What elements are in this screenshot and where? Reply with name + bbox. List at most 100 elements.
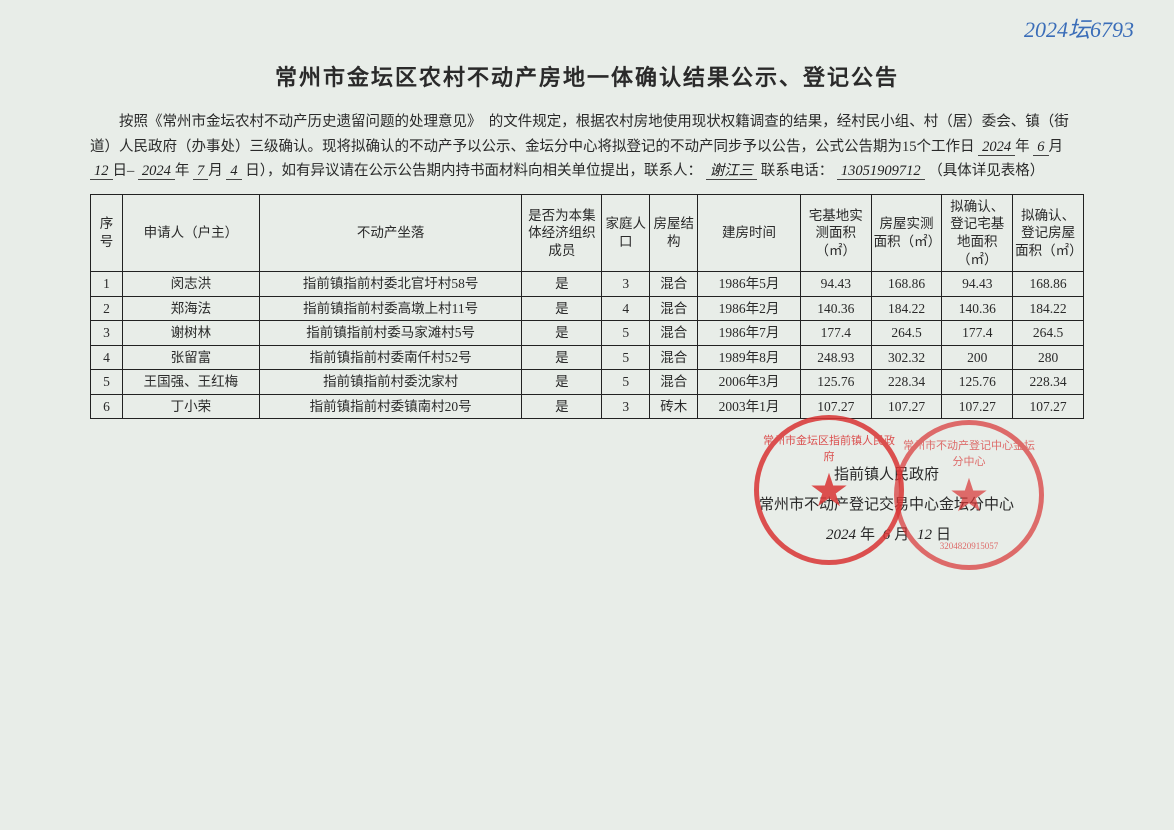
table-cell: 指前镇指前村委北官圩村58号 bbox=[259, 272, 522, 297]
table-cell: 200 bbox=[942, 345, 1013, 370]
table-row: 1闵志洪指前镇指前村委北官圩村58号是3混合1986年5月94.43168.86… bbox=[91, 272, 1084, 297]
table-cell: 张留富 bbox=[122, 345, 259, 370]
table-cell: 5 bbox=[602, 321, 650, 346]
table-cell: 是 bbox=[522, 321, 602, 346]
table-cell: 302.32 bbox=[871, 345, 942, 370]
footer-authority-2: 常州市不动产登记交易中心金坛分中心 bbox=[759, 490, 1014, 520]
start-day: 12 bbox=[90, 163, 113, 180]
table-cell: 指前镇指前村委马家滩村5号 bbox=[259, 321, 522, 346]
table-cell: 5 bbox=[602, 345, 650, 370]
table-body: 1闵志洪指前镇指前村委北官圩村58号是3混合1986年5月94.43168.86… bbox=[91, 272, 1084, 419]
footer-month: 6 bbox=[879, 527, 895, 543]
footer-authority-1: 指前镇人民政府 bbox=[759, 460, 1014, 490]
intro-paragraph: 按照《常州市金坛农村不动产历史遗留问题的处理意见》 的文件规定，根据农村房地使用… bbox=[90, 110, 1084, 184]
col-land-confirm: 拟确认、登记宅基地面积（㎡） bbox=[942, 194, 1013, 271]
table-cell: 125.76 bbox=[800, 370, 871, 395]
table-cell: 280 bbox=[1013, 345, 1084, 370]
table-cell: 是 bbox=[522, 394, 602, 419]
table-cell: 指前镇指前村委南仟村52号 bbox=[259, 345, 522, 370]
para-text-b: 日），如有异议请在公示公告期内持书面材料向相关单位提出，联系人： bbox=[245, 163, 702, 179]
table-row: 5王国强、王红梅指前镇指前村委沈家村是5混合2006年3月125.76228.3… bbox=[91, 370, 1084, 395]
table-cell: 248.93 bbox=[800, 345, 871, 370]
data-table: 序号 申请人（户主） 不动产坐落 是否为本集体经济组织成员 家庭人口 房屋结构 … bbox=[90, 194, 1084, 419]
table-cell: 168.86 bbox=[871, 272, 942, 297]
table-cell: 168.86 bbox=[1013, 272, 1084, 297]
table-cell: 混合 bbox=[650, 345, 698, 370]
contact-phone: 13051909712 bbox=[837, 163, 925, 180]
end-year: 2024 bbox=[138, 163, 175, 180]
table-row: 2郑海法指前镇指前村委高墩上村11号是4混合1986年2月140.36184.2… bbox=[91, 296, 1084, 321]
table-cell: 107.27 bbox=[1013, 394, 1084, 419]
corner-annotation: 2024坛6793 bbox=[1024, 12, 1134, 44]
table-cell: 是 bbox=[522, 296, 602, 321]
table-cell: 1 bbox=[91, 272, 123, 297]
table-cell: 混合 bbox=[650, 321, 698, 346]
table-cell: 是 bbox=[522, 272, 602, 297]
footer-date: 2024年 6月 12日 bbox=[759, 520, 1014, 550]
contact-name: 谢江三 bbox=[706, 163, 758, 180]
table-cell: 107.27 bbox=[871, 394, 942, 419]
col-addr: 不动产坐落 bbox=[259, 194, 522, 271]
col-pop: 家庭人口 bbox=[602, 194, 650, 271]
table-cell: 砖木 bbox=[650, 394, 698, 419]
end-day: 4 bbox=[226, 163, 241, 180]
table-row: 4张留富指前镇指前村委南仟村52号是5混合1989年8月248.93302.32… bbox=[91, 345, 1084, 370]
table-cell: 王国强、王红梅 bbox=[122, 370, 259, 395]
footer-day: 12 bbox=[913, 527, 936, 543]
table-row: 6丁小荣指前镇指前村委镇南村20号是3砖木2003年1月107.27107.27… bbox=[91, 394, 1084, 419]
start-month: 6 bbox=[1033, 139, 1048, 156]
table-cell: 94.43 bbox=[800, 272, 871, 297]
col-time: 建房时间 bbox=[698, 194, 801, 271]
page-title: 常州市金坛区农村不动产房地一体确认结果公示、登记公告 bbox=[90, 60, 1084, 92]
table-cell: 107.27 bbox=[942, 394, 1013, 419]
table-cell: 140.36 bbox=[942, 296, 1013, 321]
para-text-d: （具体详见表格） bbox=[928, 163, 1044, 179]
table-cell: 1989年8月 bbox=[698, 345, 801, 370]
para-text-a: 按照《常州市金坛农村不动产历史遗留问题的处理意见》 的文件规定，根据农村房地使用… bbox=[90, 114, 1069, 155]
table-cell: 3 bbox=[602, 394, 650, 419]
table-cell: 谢树林 bbox=[122, 321, 259, 346]
table-cell: 94.43 bbox=[942, 272, 1013, 297]
table-cell: 140.36 bbox=[800, 296, 871, 321]
end-month: 7 bbox=[193, 163, 208, 180]
col-house-measured: 房屋实测面积（㎡） bbox=[871, 194, 942, 271]
table-cell: 2003年1月 bbox=[698, 394, 801, 419]
table-cell: 2006年3月 bbox=[698, 370, 801, 395]
table-cell: 184.22 bbox=[871, 296, 942, 321]
table-cell: 4 bbox=[602, 296, 650, 321]
table-cell: 指前镇指前村委高墩上村11号 bbox=[259, 296, 522, 321]
table-cell: 混合 bbox=[650, 370, 698, 395]
table-cell: 5 bbox=[602, 370, 650, 395]
table-cell: 1986年2月 bbox=[698, 296, 801, 321]
col-name: 申请人（户主） bbox=[122, 194, 259, 271]
table-cell: 是 bbox=[522, 345, 602, 370]
table-cell: 丁小荣 bbox=[122, 394, 259, 419]
table-cell: 1986年5月 bbox=[698, 272, 801, 297]
table-cell: 6 bbox=[91, 394, 123, 419]
table-cell: 125.76 bbox=[942, 370, 1013, 395]
table-row: 3谢树林指前镇指前村委马家滩村5号是5混合1986年7月177.4264.517… bbox=[91, 321, 1084, 346]
table-cell: 3 bbox=[602, 272, 650, 297]
col-land-measured: 宅基地实测面积（㎡） bbox=[800, 194, 871, 271]
table-header-row: 序号 申请人（户主） 不动产坐落 是否为本集体经济组织成员 家庭人口 房屋结构 … bbox=[91, 194, 1084, 271]
footer-year: 2024 bbox=[822, 527, 860, 543]
table-cell: 闵志洪 bbox=[122, 272, 259, 297]
table-cell: 228.34 bbox=[871, 370, 942, 395]
start-year: 2024 bbox=[978, 139, 1015, 156]
table-cell: 264.5 bbox=[871, 321, 942, 346]
table-cell: 4 bbox=[91, 345, 123, 370]
table-cell: 指前镇指前村委镇南村20号 bbox=[259, 394, 522, 419]
table-cell: 264.5 bbox=[1013, 321, 1084, 346]
table-cell: 2 bbox=[91, 296, 123, 321]
col-house-confirm: 拟确认、登记房屋面积（㎡） bbox=[1013, 194, 1084, 271]
table-cell: 郑海法 bbox=[122, 296, 259, 321]
table-cell: 184.22 bbox=[1013, 296, 1084, 321]
table-cell: 228.34 bbox=[1013, 370, 1084, 395]
table-cell: 107.27 bbox=[800, 394, 871, 419]
table-cell: 指前镇指前村委沈家村 bbox=[259, 370, 522, 395]
table-cell: 3 bbox=[91, 321, 123, 346]
col-member: 是否为本集体经济组织成员 bbox=[522, 194, 602, 271]
table-cell: 混合 bbox=[650, 272, 698, 297]
table-cell: 177.4 bbox=[942, 321, 1013, 346]
table-cell: 1986年7月 bbox=[698, 321, 801, 346]
